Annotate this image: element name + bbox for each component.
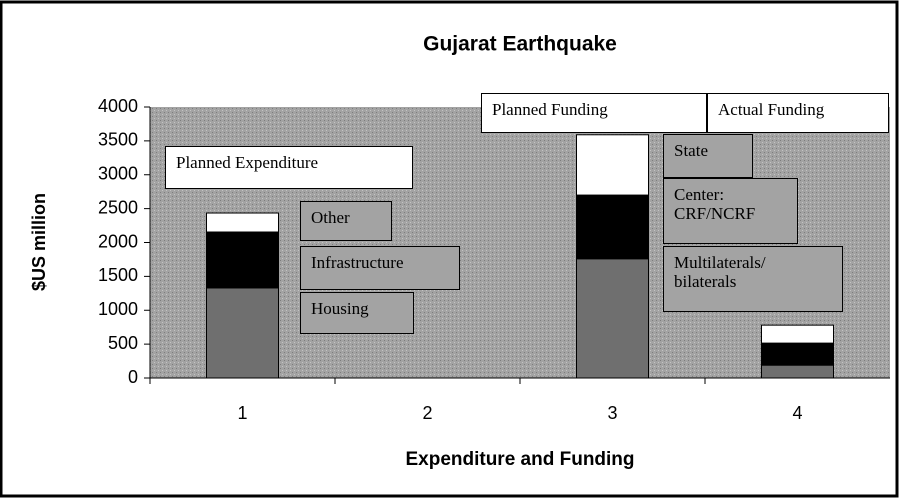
annotation: Other	[300, 201, 392, 241]
x-axis-title: Expenditure and Funding	[405, 449, 634, 470]
bar-segment	[761, 364, 834, 379]
y-axis-title: $US million	[29, 193, 49, 291]
x-tick-label: 3	[607, 403, 617, 423]
annotation: State	[663, 134, 753, 178]
bar-segment	[761, 324, 834, 344]
y-tick-label: 2500	[98, 197, 138, 217]
y-tick-label: 500	[108, 333, 138, 353]
annotation: Actual Funding	[707, 93, 889, 133]
x-tick-label: 1	[237, 403, 247, 423]
x-tick-label: 4	[792, 403, 802, 423]
annotation: Infrastructure	[300, 246, 460, 290]
x-tick-label: 2	[422, 403, 432, 423]
annotation: Center: CRF/NCRF	[663, 178, 798, 244]
annotation: Planned Expenditure	[165, 146, 413, 189]
annotation: Planned Funding	[481, 93, 707, 133]
chart-title: Gujarat Earthquake	[423, 33, 617, 56]
bar-segment	[576, 194, 649, 260]
y-tick-label: 0	[128, 367, 138, 387]
bar-segment	[206, 287, 279, 379]
bar-segment	[576, 258, 649, 379]
y-tick-label: 3000	[98, 164, 138, 184]
annotation: Multilaterals/ bilaterals	[663, 246, 843, 312]
annotation: Housing	[300, 292, 414, 334]
y-tick-label: 3500	[98, 130, 138, 150]
y-tick-label: 1000	[98, 299, 138, 319]
y-tick-label: 4000	[98, 96, 138, 116]
bar-segment	[576, 134, 649, 196]
y-tick-label: 1500	[98, 265, 138, 285]
bar-segment	[761, 342, 834, 366]
bar-segment	[206, 231, 279, 289]
y-tick-label: 2000	[98, 231, 138, 251]
bar-segment	[206, 212, 279, 233]
